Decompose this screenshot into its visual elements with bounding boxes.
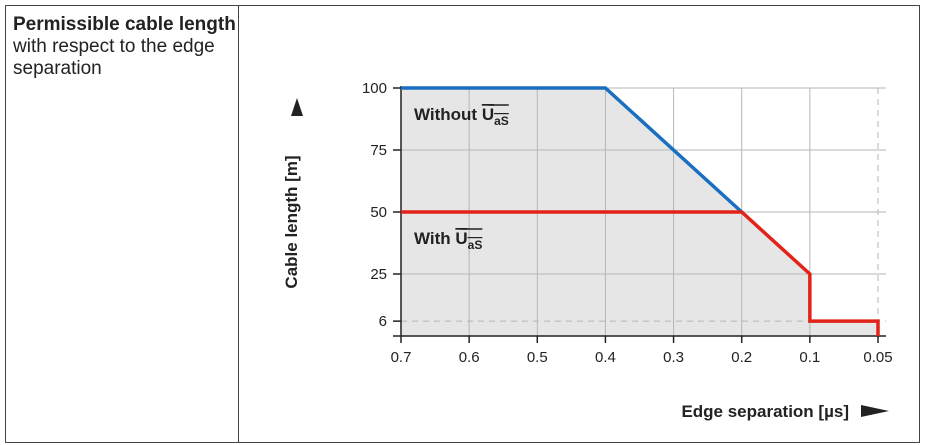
- y-axis-label: Cable length [m]: [282, 155, 301, 288]
- x-tick-label: 0.5: [527, 349, 548, 366]
- x-tick-label: 0.6: [459, 349, 480, 366]
- x-tick-label: 0.4: [595, 349, 616, 366]
- y-tick-label: 6: [379, 313, 387, 330]
- chart: 0.7 0.6 0.5 0.4 0.3 0.2 0.1 0.05 100 75 50 25 6 Witho…: [282, 80, 893, 421]
- x-axis-label: Edge separation [µs]: [681, 402, 849, 421]
- y-tick-label: 25: [370, 266, 387, 283]
- x-tick-label: 0.2: [731, 349, 752, 366]
- x-tick-label: 0.1: [799, 349, 820, 366]
- y-tick-label: 100: [362, 80, 387, 97]
- y-tick-label: 75: [370, 142, 387, 159]
- caption-cell: Permissible cable length with respect to…: [6, 6, 239, 442]
- y-axis-arrow: [291, 98, 303, 116]
- y-tick-label: 50: [370, 204, 387, 221]
- x-tick-label: 0.7: [391, 349, 412, 366]
- series-label-with-uas: With UaS: [414, 229, 482, 252]
- series-line-without-uas: [401, 86, 743, 214]
- caption-title: Permissible cable length: [13, 14, 236, 35]
- x-tick-label: 0.3: [663, 349, 684, 366]
- series-line-with-uas: [401, 210, 880, 336]
- x-axis-arrow: [861, 405, 889, 417]
- caption-subtitle: with respect to the edge separation: [13, 36, 215, 79]
- chart-cell: 0.7 0.6 0.5 0.4 0.3 0.2 0.1 0.05 100 75 50 25 6 Witho…: [239, 6, 919, 442]
- figure-frame: Permissible cable length with respect to…: [5, 5, 920, 443]
- x-tick-label: 0.05: [863, 349, 892, 366]
- series-label-without-uas: Without UaS: [414, 105, 509, 128]
